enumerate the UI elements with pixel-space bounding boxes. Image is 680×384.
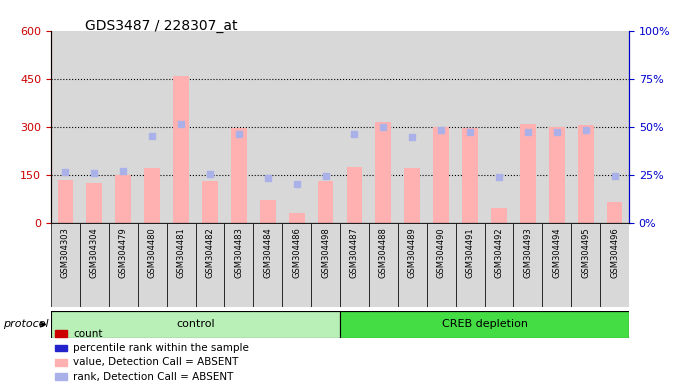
Bar: [340, 31, 369, 223]
Bar: [347, 167, 362, 223]
Text: GSM304489: GSM304489: [408, 227, 417, 278]
Bar: [224, 223, 254, 307]
Text: CREB depletion: CREB depletion: [441, 319, 528, 329]
Bar: [202, 181, 218, 223]
Bar: [55, 344, 67, 351]
Bar: [51, 31, 80, 223]
Bar: [253, 223, 282, 307]
Bar: [116, 175, 131, 223]
Bar: [260, 200, 275, 223]
Bar: [600, 223, 629, 307]
Bar: [427, 223, 456, 307]
Text: GSM304487: GSM304487: [350, 227, 359, 278]
Bar: [51, 311, 340, 338]
Text: GSM304304: GSM304304: [90, 227, 99, 278]
Bar: [282, 223, 311, 307]
Text: GSM304481: GSM304481: [177, 227, 186, 278]
Bar: [578, 125, 594, 223]
Bar: [55, 373, 67, 380]
Bar: [144, 168, 160, 223]
Bar: [543, 223, 571, 307]
Bar: [167, 31, 196, 223]
Text: GSM304490: GSM304490: [437, 227, 445, 278]
Text: GSM304303: GSM304303: [61, 227, 70, 278]
Text: GSM304482: GSM304482: [205, 227, 214, 278]
Text: protocol: protocol: [3, 319, 49, 329]
Bar: [167, 223, 196, 307]
Text: percentile rank within the sample: percentile rank within the sample: [73, 343, 250, 353]
Bar: [484, 223, 513, 307]
Bar: [456, 31, 484, 223]
Bar: [253, 31, 282, 223]
Bar: [311, 31, 340, 223]
Bar: [196, 223, 224, 307]
Bar: [80, 31, 109, 223]
Bar: [340, 223, 369, 307]
Bar: [173, 76, 189, 223]
Bar: [282, 31, 311, 223]
Text: GDS3487 / 228307_at: GDS3487 / 228307_at: [85, 19, 237, 33]
Bar: [398, 31, 427, 223]
Bar: [571, 223, 600, 307]
Bar: [549, 127, 564, 223]
Bar: [137, 223, 167, 307]
Text: value, Detection Call = ABSENT: value, Detection Call = ABSENT: [73, 358, 239, 367]
Bar: [484, 31, 513, 223]
Text: GSM304480: GSM304480: [148, 227, 156, 278]
Bar: [543, 31, 571, 223]
Bar: [600, 31, 629, 223]
Bar: [491, 208, 507, 223]
Bar: [607, 202, 622, 223]
Text: GSM304494: GSM304494: [552, 227, 561, 278]
Bar: [318, 181, 333, 223]
Bar: [369, 223, 398, 307]
Text: rank, Detection Call = ABSENT: rank, Detection Call = ABSENT: [73, 372, 234, 382]
Bar: [109, 223, 137, 307]
Bar: [86, 183, 102, 223]
Bar: [375, 122, 391, 223]
Text: GSM304491: GSM304491: [466, 227, 475, 278]
Bar: [513, 31, 543, 223]
Bar: [462, 128, 478, 223]
Text: control: control: [176, 319, 215, 329]
Bar: [224, 31, 254, 223]
Bar: [51, 223, 80, 307]
Text: GSM304479: GSM304479: [119, 227, 128, 278]
Text: GSM304486: GSM304486: [292, 227, 301, 278]
Bar: [289, 213, 305, 223]
Bar: [80, 223, 109, 307]
Bar: [571, 31, 600, 223]
Bar: [427, 31, 456, 223]
Bar: [55, 359, 67, 366]
Bar: [398, 223, 427, 307]
Text: GSM304498: GSM304498: [321, 227, 330, 278]
Bar: [55, 330, 67, 337]
Bar: [196, 31, 224, 223]
Bar: [513, 223, 543, 307]
Bar: [109, 31, 137, 223]
Bar: [231, 128, 247, 223]
Text: GSM304483: GSM304483: [235, 227, 243, 278]
Bar: [433, 127, 449, 223]
Bar: [340, 311, 629, 338]
Text: GSM304496: GSM304496: [610, 227, 619, 278]
Text: GSM304492: GSM304492: [494, 227, 503, 278]
Text: GSM304493: GSM304493: [524, 227, 532, 278]
Bar: [58, 180, 73, 223]
Text: GSM304488: GSM304488: [379, 227, 388, 278]
Text: GSM304484: GSM304484: [263, 227, 272, 278]
Bar: [405, 168, 420, 223]
Bar: [456, 223, 484, 307]
Text: GSM304495: GSM304495: [581, 227, 590, 278]
Bar: [520, 124, 536, 223]
Bar: [137, 31, 167, 223]
Bar: [311, 223, 340, 307]
Text: count: count: [73, 329, 103, 339]
Bar: [369, 31, 398, 223]
